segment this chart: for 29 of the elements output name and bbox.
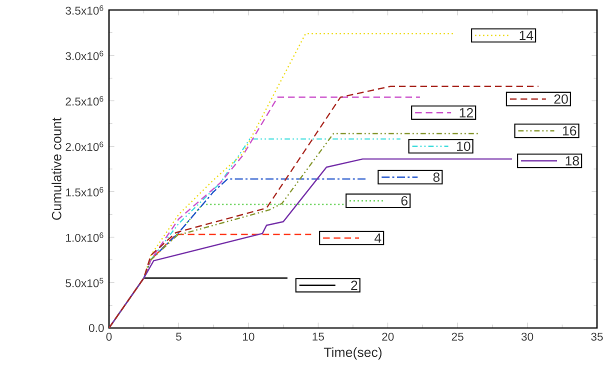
legend-label: 20 [554, 94, 568, 104]
legend-label: 16 [562, 126, 576, 136]
line-series [109, 86, 540, 328]
legend-label: 2 [351, 280, 358, 290]
y-tick-label: 2.5x10$^{6}$ [66, 96, 104, 106]
x-axis-title: Time(sec) [324, 347, 382, 360]
legend-label: 18 [566, 156, 580, 166]
x-tick-label: 30 [521, 332, 534, 341]
x-tick-label: 25 [452, 332, 464, 341]
legend-label: 12 [460, 108, 473, 118]
x-tick-label: 0 [106, 332, 112, 341]
x-tick-label: 5 [176, 332, 182, 341]
legend-label: 14 [520, 30, 534, 40]
x-tick-label: 15 [312, 332, 324, 341]
y-tick-label: 3.0x10$^{6}$ [66, 50, 104, 60]
legend-label: 10 [457, 142, 470, 151]
y-tick-label: 5.0x10$^{5}$ [66, 278, 104, 288]
x-tick-label: 20 [382, 332, 394, 341]
legend-label: 4 [374, 233, 382, 243]
y-tick-label: 0.0 [88, 324, 104, 332]
x-tick-label: 10 [242, 332, 254, 341]
y-tick-label: 1.5x10$^{6}$ [66, 187, 104, 196]
y-tick-label: 2.0x10$^{6}$ [66, 142, 104, 151]
y-tick-label: 1.0x10$^{6}$ [66, 232, 104, 242]
y-tick-label: 3.5x10$^{6}$ [66, 5, 104, 15]
x-tick-label: 35 [591, 332, 603, 341]
y-axis-title: Cumulative count [52, 118, 62, 220]
legend-label: 8 [433, 172, 440, 182]
legend-label: 6 [401, 196, 408, 206]
